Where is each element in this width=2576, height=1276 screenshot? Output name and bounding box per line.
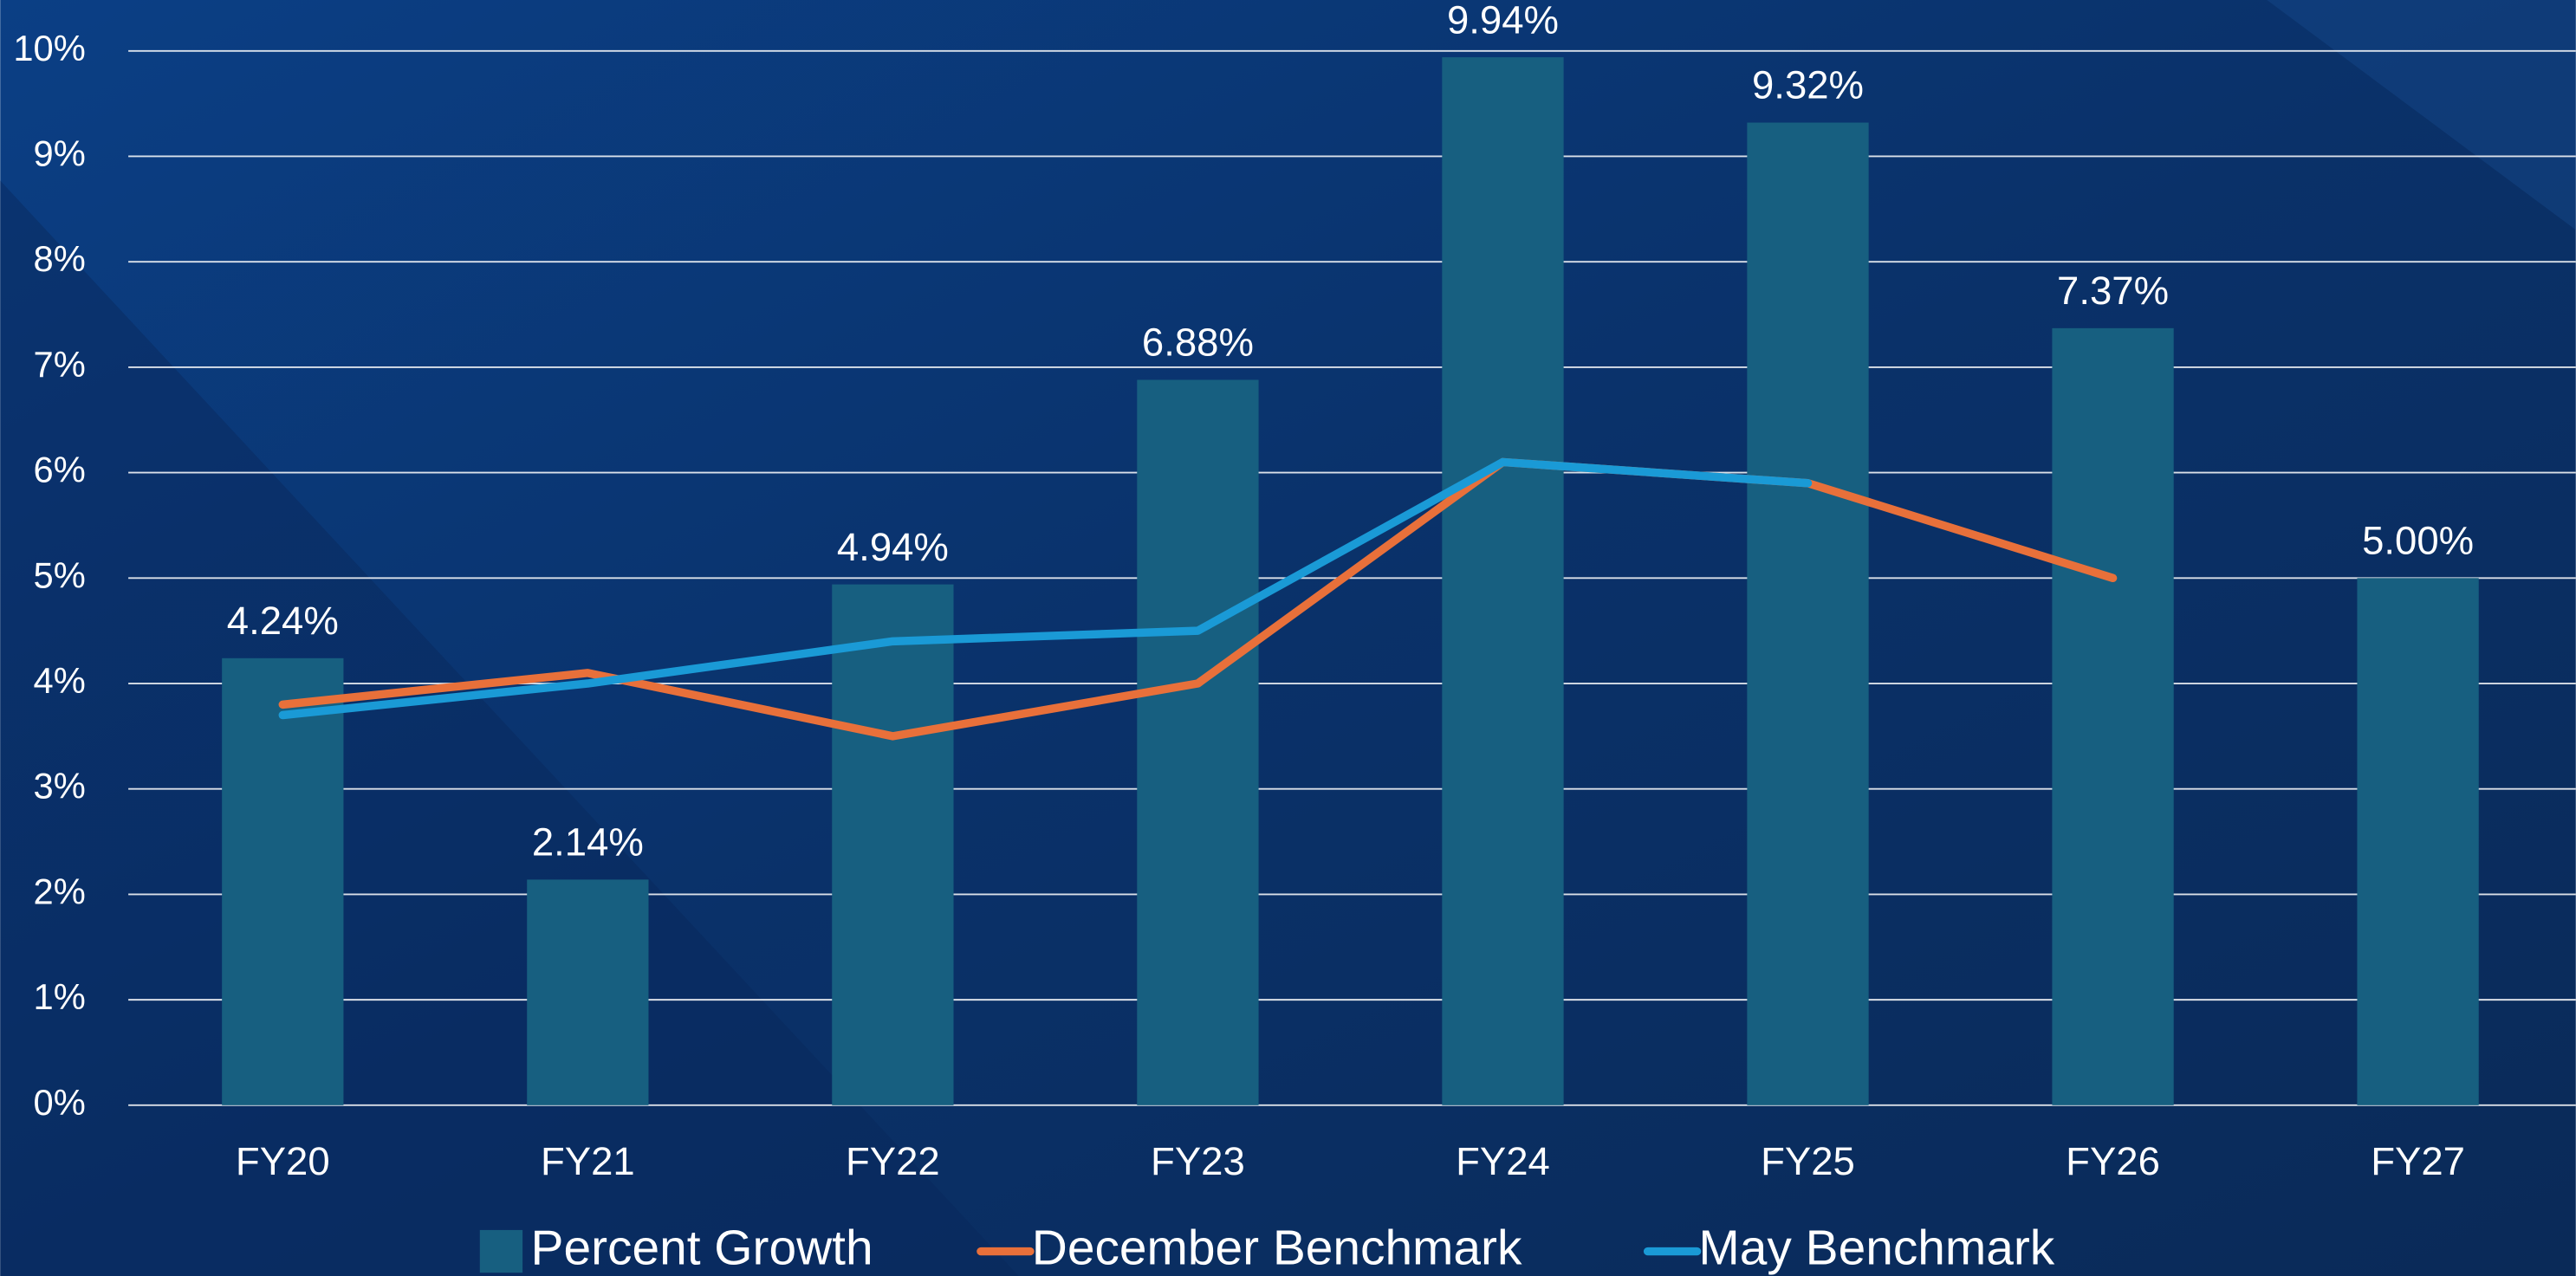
x-tick-label: FY27 (2371, 1139, 2465, 1183)
x-tick-label: FY26 (2066, 1139, 2160, 1183)
data-label: 5.00% (2362, 519, 2474, 563)
y-tick-label: 1% (34, 976, 86, 1017)
data-label: 4.24% (227, 599, 339, 643)
x-tick-label: FY22 (846, 1139, 940, 1183)
data-label: 4.94% (837, 525, 949, 569)
y-tick-label: 3% (34, 766, 86, 806)
x-tick-label: FY20 (236, 1139, 330, 1183)
data-label: 7.37% (2057, 269, 2169, 313)
y-tick-label: 5% (34, 554, 86, 595)
bar (527, 879, 649, 1105)
x-tick-label: FY23 (1151, 1139, 1245, 1183)
y-tick-label: 7% (34, 344, 86, 385)
y-tick-label: 4% (34, 660, 86, 701)
x-tick-label: FY21 (541, 1139, 635, 1183)
data-label: 6.88% (1142, 321, 1254, 365)
marks: 4.24% 2.14% 4.94% 6.88% 9.94% 9.32% 7.37% 5.00% (222, 0, 2479, 1105)
x-tick-label: FY25 (1761, 1139, 1855, 1183)
bar (222, 657, 344, 1105)
data-label: 9.94% (1447, 0, 1559, 42)
legend-label: December Benchmark (1032, 1221, 1522, 1276)
bar (1442, 57, 1564, 1105)
bar (1747, 122, 1869, 1105)
bar (2052, 327, 2174, 1105)
y-tick-label: 9% (34, 133, 86, 173)
y-tick-label: 0% (34, 1082, 86, 1123)
data-label: 9.32% (1752, 63, 1864, 107)
legend-label: May Benchmark (1698, 1221, 2054, 1276)
legend: Percent Growth December Benchmark May Benc… (479, 1221, 2055, 1276)
bar (1137, 379, 1259, 1105)
y-tick-label: 6% (34, 450, 86, 490)
bar (832, 584, 954, 1105)
x-tick-label: FY24 (1456, 1139, 1550, 1183)
y-tick-label: 10% (13, 28, 85, 68)
y-tick-label: 8% (34, 238, 86, 279)
y-tick-label: 2% (34, 871, 86, 911)
legend-label: Percent Growth (531, 1221, 873, 1276)
line (278, 457, 1813, 720)
bar (2357, 578, 2479, 1105)
legend-swatch (479, 1229, 523, 1273)
data-label: 2.14% (532, 820, 644, 865)
